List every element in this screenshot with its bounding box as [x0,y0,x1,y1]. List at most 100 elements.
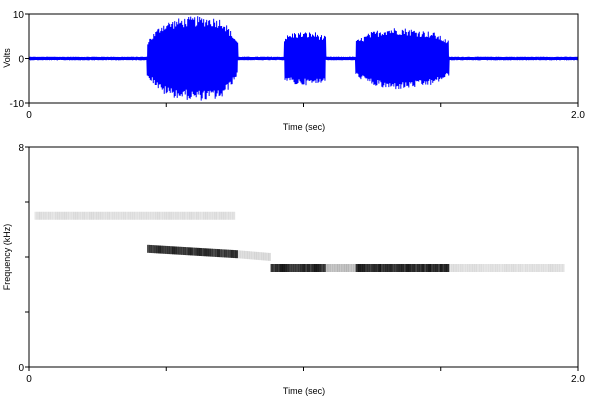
spectrogram-cell [357,264,361,272]
spectrogram-cell [139,211,142,220]
spectrogram-cell [221,211,224,220]
spectrogram-cell [403,264,407,272]
spectrogram-cell [217,249,220,258]
spectrogram-cell [275,264,278,272]
spectrogram-cell [309,264,313,272]
waveform-y-tick-label: 0 [18,55,24,66]
spectrogram-y-tick-label: 0 [18,363,24,374]
spectrogram-cell [495,264,498,272]
spectrogram-cell [469,264,473,272]
spectrogram-cell [316,264,319,272]
spectrogram-cell [183,247,186,256]
spectrogram-cell [228,249,232,258]
spectrogram-cell [428,264,432,272]
spectrogram-cell [114,211,117,220]
spectrogram-cell [525,264,528,272]
spectrogram-cell [423,264,427,272]
spectrogram-cell [534,264,537,272]
spectrogram-cell [492,264,496,272]
spectrogram-cell [167,246,170,255]
spectrogram-cell [394,264,397,272]
spectrogram-cell [410,264,413,272]
spectrogram-cell [385,264,388,272]
spectrogram-cell [149,244,152,253]
waveform-y-tick-label: -10 [10,99,25,110]
spectrogram-cell [198,211,202,220]
spectrogram-cell [230,249,234,258]
spectrogram-cell [116,211,120,220]
spectrogram-cell [531,264,535,272]
spectrogram-cell [105,211,108,220]
spectrogram-cell [191,211,195,220]
spectrogram-cell [348,264,352,272]
spectrogram-cell [100,211,104,220]
spectrogram-cell [300,264,303,272]
spectrogram-cell [286,264,290,272]
spectrogram-cell [261,252,264,261]
spectrogram-cell [268,252,271,261]
spectrogram-cell [214,248,218,257]
spectrogram-cell [382,264,386,272]
spectrogram-cell [408,264,411,272]
spectrogram-cell [127,211,131,220]
spectrogram-cell [417,264,420,272]
spectrogram-cell [548,264,551,272]
spectrogram-cell [499,264,503,272]
spectrogram-cell [282,264,285,272]
spectrogram-cell [387,264,391,272]
spectrogram-cell [561,264,565,272]
spectrogram-cell [228,211,231,220]
spectrogram-cell [247,251,250,260]
spectrogram-y-tick-label: 8 [18,143,24,154]
spectrogram-cell [173,211,176,220]
spectrogram-cell [130,211,133,220]
spectrogram-cell [557,264,560,272]
spectrogram-cell [467,264,471,272]
spectrogram-cell [109,211,113,220]
spectrogram-cell [339,264,343,272]
spectrogram-cell [460,264,464,272]
spectrogram-cell [125,211,129,220]
spectrogram-cell [442,264,445,272]
spectrogram-cell [258,252,262,261]
spectrogram-cell [64,211,67,220]
spectrogram-cell [156,245,159,254]
spectrogram-cell [171,246,175,255]
spectrogram-cell [159,211,163,220]
spectrogram-cell [455,264,459,272]
spectrogram-cell [360,264,363,272]
spectrogram-cell [341,264,345,272]
spectrogram-cell [66,211,69,220]
spectrogram-cell [518,264,521,272]
spectrogram-cell [212,248,216,257]
spectrogram-cell [98,211,101,220]
spectrogram-cell [502,264,505,272]
spectrogram-cell [162,245,166,254]
spectrogram-cell [93,211,97,220]
spectrogram-cell [376,264,379,272]
spectrogram-cell [414,264,418,272]
spectrogram-cell [364,264,368,272]
spectrogram-cell [330,264,333,272]
spectrogram-cell [508,264,512,272]
spectrogram-cell [325,264,329,272]
spectrogram-cell [239,250,243,259]
spectrogram-cell [448,264,452,272]
spectrogram-cell [214,211,217,220]
spectrogram-cell [346,264,349,272]
spectrogram-cell [401,264,404,272]
spectrogram-cell [263,252,267,261]
spectrogram-cell [437,264,441,272]
spectrogram-cell [205,211,208,220]
spectrogram-cell [177,211,181,220]
spectrogram-cell [187,211,190,220]
spectrogram-cell [134,211,138,220]
spectrogram-cell [200,211,204,220]
spectrogram-cell [224,249,227,258]
spectrogram-cell [545,264,549,272]
spectrogram-cell [152,211,156,220]
spectrogram-cell [439,264,443,272]
spectrogram-cell [538,264,542,272]
spectrogram-cell [398,264,402,272]
